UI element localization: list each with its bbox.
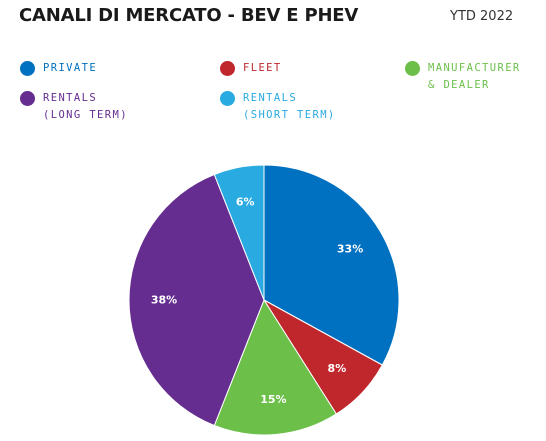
legend-item-rentals-long-term: Rentals (long term) <box>20 90 128 124</box>
chart-subtitle: YTD 2022 <box>450 9 514 24</box>
legend-dot-private <box>20 61 35 76</box>
pie-label-manufacturer-dealer: 15% <box>260 393 286 406</box>
pie-label-rentals-long-term: 38% <box>151 294 177 307</box>
legend-dot-fleet <box>220 61 235 76</box>
legend-item-manufacturer-dealer: Manufacturer & Dealer <box>405 60 521 94</box>
legend-dot-rentals-long-term <box>20 91 35 106</box>
legend-item-private: Private <box>20 60 97 77</box>
legend-label-fleet: Fleet <box>243 62 282 74</box>
pie-label-fleet: 8% <box>328 362 347 375</box>
legend-item-fleet: Fleet <box>220 60 282 77</box>
legend-label-private: Private <box>43 62 98 74</box>
legend-label-rentals-long-term: Rentals (long term) <box>43 92 128 121</box>
pie-slice-rentals-long-term <box>128 173 265 427</box>
legend-item-rentals-short-term: Rentals (short term) <box>220 90 336 124</box>
chart-title: CANALI DI MERCATO - BEV E PHEV <box>19 5 359 26</box>
legend-dot-rentals-short-term <box>220 91 235 106</box>
legend-label-rentals-short-term: Rentals (short term) <box>243 92 336 121</box>
pie-slice-manufacturer-dealer <box>213 298 338 436</box>
pie-label-rentals-short-term: 6% <box>236 195 255 208</box>
pie-slice-private <box>263 164 400 366</box>
legend-label-manufacturer-dealer: Manufacturer & Dealer <box>428 62 521 91</box>
pie-slice-rentals-short-term <box>213 164 265 301</box>
legend-dot-manufacturer-dealer <box>405 61 420 76</box>
pie-label-private: 33% <box>337 243 363 256</box>
